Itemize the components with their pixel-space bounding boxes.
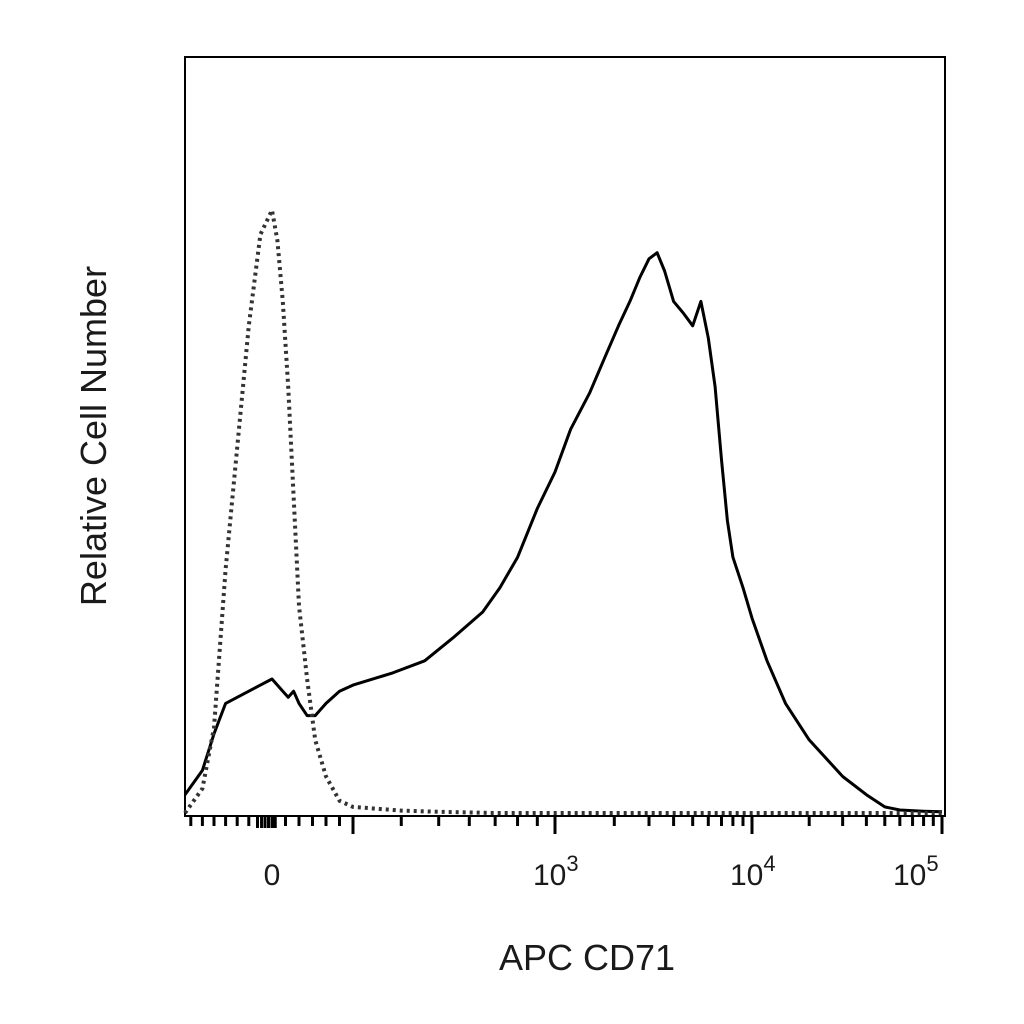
x-tick-label-base: 10	[893, 859, 926, 892]
x-tick-label-2: 104	[730, 851, 776, 892]
x-tick-label-1: 103	[533, 851, 579, 892]
x-axis-label: APC CD71	[499, 937, 675, 978]
isotype-control-line	[183, 208, 942, 815]
x-tick-label-0: 0	[264, 859, 281, 892]
plot-frame	[184, 56, 946, 817]
x-tick-label-exponent: 4	[763, 851, 775, 876]
x-tick-label-exponent: 5	[926, 851, 938, 876]
x-tick-labels: 0 103 104 105	[264, 851, 939, 892]
x-tick-label-3: 105	[893, 851, 939, 892]
series-layer	[183, 208, 943, 815]
y-axis-label: Relative Cell Number	[73, 266, 114, 606]
cd71-stained-line	[183, 251, 943, 814]
x-tick-label-base: 10	[730, 859, 763, 892]
x-tick-label-base: 10	[533, 859, 566, 892]
x-tick-label-exponent: 3	[566, 851, 578, 876]
x-axis-ticks	[189, 816, 944, 834]
